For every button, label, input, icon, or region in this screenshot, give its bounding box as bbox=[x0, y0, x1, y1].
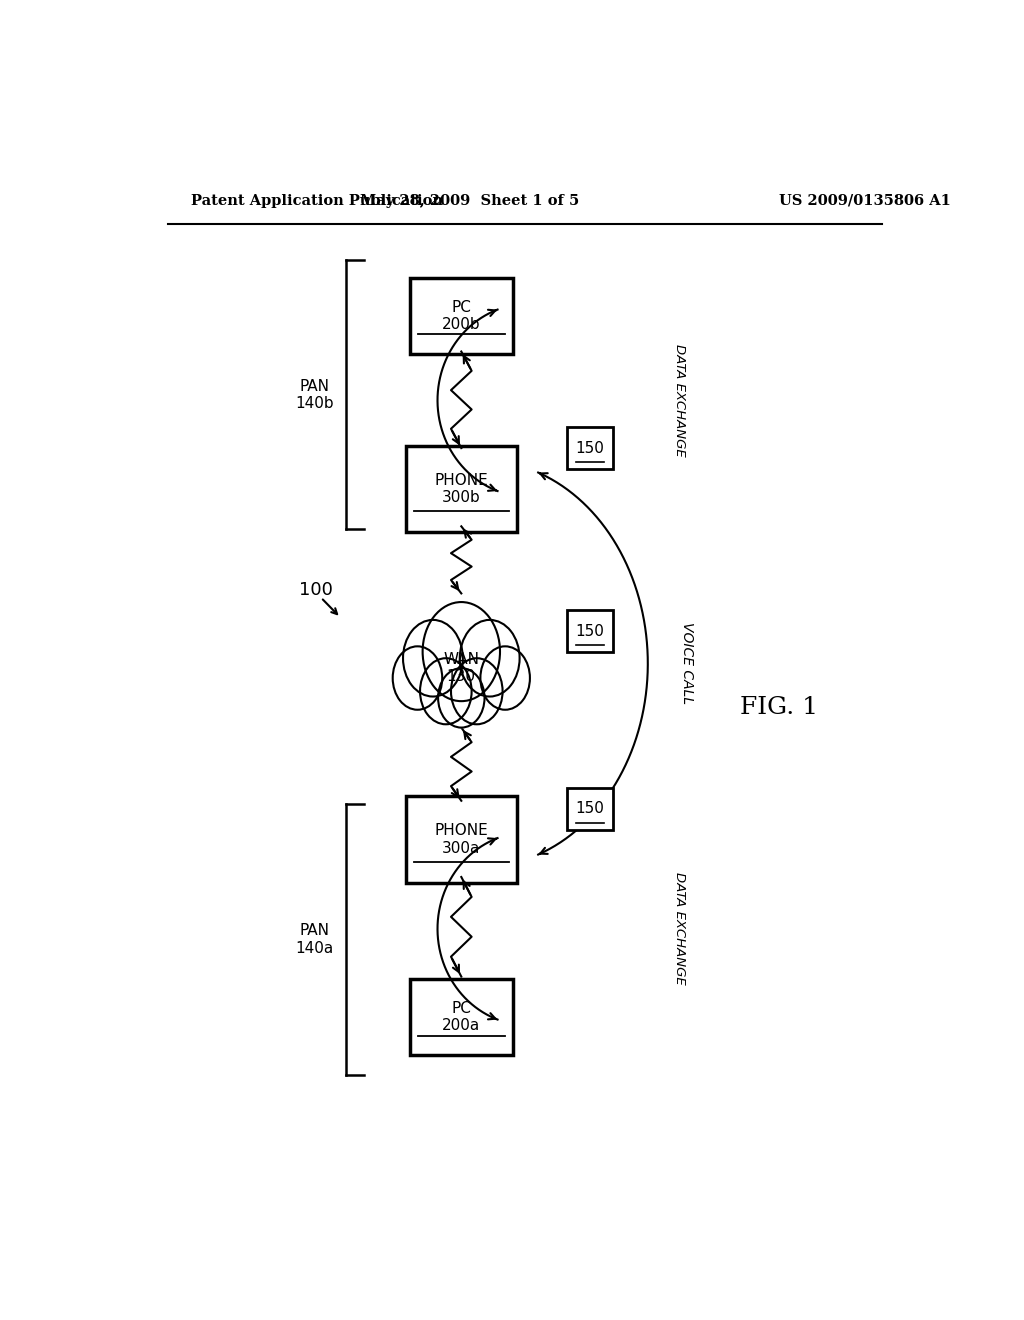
Text: VOICE CALL: VOICE CALL bbox=[681, 623, 694, 705]
Circle shape bbox=[460, 620, 519, 697]
Text: 150: 150 bbox=[575, 801, 604, 816]
Text: DATA EXCHANGE: DATA EXCHANGE bbox=[673, 345, 686, 457]
Text: PC
200b: PC 200b bbox=[442, 300, 480, 333]
Text: 150: 150 bbox=[575, 623, 604, 639]
Text: FIG. 1: FIG. 1 bbox=[739, 696, 818, 719]
Text: PC
200a: PC 200a bbox=[442, 1001, 480, 1034]
Circle shape bbox=[420, 659, 472, 725]
Text: WAN
130: WAN 130 bbox=[443, 652, 479, 684]
Circle shape bbox=[451, 659, 503, 725]
FancyBboxPatch shape bbox=[410, 979, 513, 1056]
Circle shape bbox=[393, 647, 442, 710]
FancyBboxPatch shape bbox=[406, 796, 517, 883]
FancyBboxPatch shape bbox=[567, 610, 613, 652]
Text: PAN
140b: PAN 140b bbox=[295, 379, 334, 411]
Text: PAN
140a: PAN 140a bbox=[295, 923, 334, 956]
FancyBboxPatch shape bbox=[567, 426, 613, 470]
FancyBboxPatch shape bbox=[567, 788, 613, 830]
Text: 100: 100 bbox=[299, 581, 333, 599]
Text: 150: 150 bbox=[575, 441, 604, 455]
Text: US 2009/0135806 A1: US 2009/0135806 A1 bbox=[778, 194, 950, 209]
Text: Patent Application Publication: Patent Application Publication bbox=[191, 194, 443, 209]
FancyBboxPatch shape bbox=[406, 446, 517, 532]
Circle shape bbox=[403, 620, 463, 697]
Circle shape bbox=[438, 668, 484, 727]
Text: PHONE
300b: PHONE 300b bbox=[434, 473, 488, 506]
Text: DATA EXCHANGE: DATA EXCHANGE bbox=[673, 873, 686, 985]
Circle shape bbox=[480, 647, 529, 710]
FancyBboxPatch shape bbox=[410, 277, 513, 354]
Text: May 28, 2009  Sheet 1 of 5: May 28, 2009 Sheet 1 of 5 bbox=[359, 194, 579, 209]
Text: PHONE
300a: PHONE 300a bbox=[434, 824, 488, 855]
Circle shape bbox=[423, 602, 500, 701]
